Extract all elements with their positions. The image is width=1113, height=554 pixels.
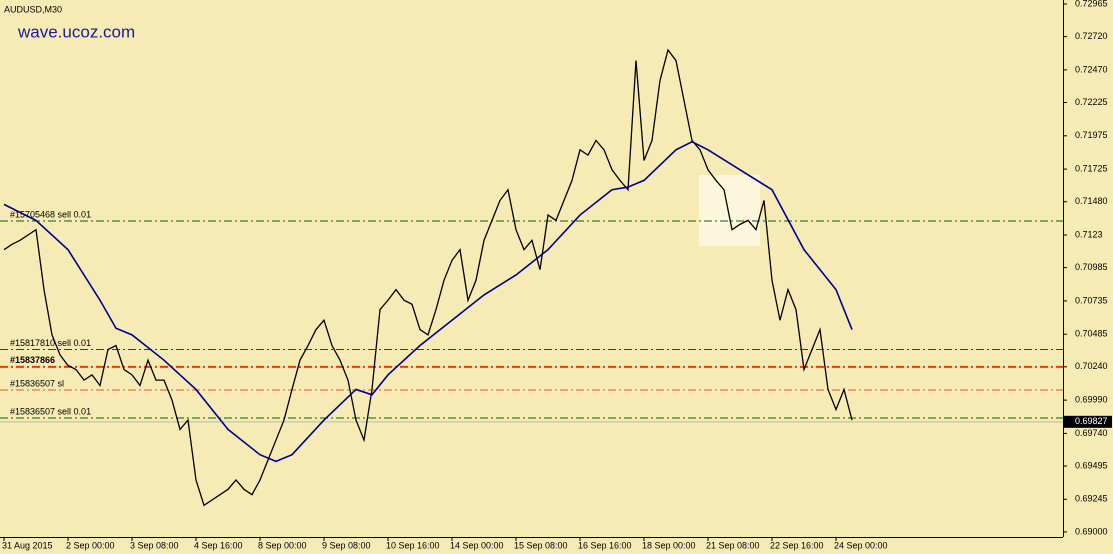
x-tick-label: 18 Sep 00:00 bbox=[642, 540, 696, 550]
y-tick-label: 0.71480 bbox=[1075, 196, 1108, 206]
x-tick-label: 3 Sep 08:00 bbox=[130, 540, 179, 550]
plot: #15705468 sell 0.01 #15817810 sell 0.01 #1… bbox=[0, 48, 1063, 507]
y-tick-label: 0.72720 bbox=[1075, 31, 1108, 41]
y-tick-label: 0.70485 bbox=[1075, 329, 1108, 339]
y-tick-label: 0.72225 bbox=[1075, 97, 1108, 107]
x-tick-label: 31 Aug 2015 bbox=[2, 540, 53, 550]
last-price-box bbox=[1064, 415, 1112, 428]
y-tick-label: 0.71975 bbox=[1075, 130, 1108, 140]
y-tick-label: 0.69990 bbox=[1075, 394, 1108, 404]
y-tick-label: 0.69000 bbox=[1075, 526, 1108, 536]
y-tick-label: 0.69740 bbox=[1075, 428, 1108, 438]
x-tick-label: 2 Sep 00:00 bbox=[66, 540, 115, 550]
y-tick-label: 0.70985 bbox=[1075, 262, 1108, 272]
highlight-zone bbox=[699, 175, 760, 246]
watermark: wave.ucoz.com bbox=[17, 22, 135, 41]
price-line bbox=[3, 48, 853, 507]
x-tick-label: 15 Sep 08:00 bbox=[514, 540, 568, 550]
order-label: #15837866 bbox=[10, 355, 55, 365]
y-tick-label: 0.72965 bbox=[1075, 0, 1108, 8]
last-price-label: 0.69827 bbox=[1075, 416, 1108, 426]
x-tick-label: 24 Sep 00:00 bbox=[834, 540, 888, 550]
order-label: #15817810 sell 0.01 bbox=[10, 338, 91, 348]
x-tick-label: 14 Sep 00:00 bbox=[450, 540, 504, 550]
x-tick-label: 10 Sep 16:00 bbox=[386, 540, 440, 550]
order-label: #15705468 sell 0.01 bbox=[10, 209, 91, 219]
chart-title: AUDUSD,M30 bbox=[4, 4, 62, 14]
y-tick-label: 0.69245 bbox=[1075, 494, 1108, 504]
x-tick-label: 22 Sep 16:00 bbox=[770, 540, 824, 550]
y-tick-label: 0.70240 bbox=[1075, 361, 1108, 371]
y-tick-label: 0.7123 bbox=[1075, 229, 1103, 239]
y-tick-label: 0.71725 bbox=[1075, 163, 1108, 173]
x-tick-label: 9 Sep 08:00 bbox=[322, 540, 371, 550]
x-tick-label: 16 Sep 16:00 bbox=[578, 540, 632, 550]
y-tick-label: 0.69495 bbox=[1075, 460, 1108, 470]
order-label: #15836507 sell 0.01 bbox=[10, 406, 91, 416]
moving-average bbox=[3, 140, 853, 463]
y-tick-label: 0.72470 bbox=[1075, 64, 1108, 74]
x-tick-label: 4 Sep 16:00 bbox=[194, 540, 243, 550]
y-tick-label: 0.70735 bbox=[1075, 295, 1108, 305]
x-tick-label: 8 Sep 00:00 bbox=[258, 540, 307, 550]
x-tick-label: 21 Sep 08:00 bbox=[706, 540, 760, 550]
order-label: #15836507 sl bbox=[10, 378, 64, 388]
